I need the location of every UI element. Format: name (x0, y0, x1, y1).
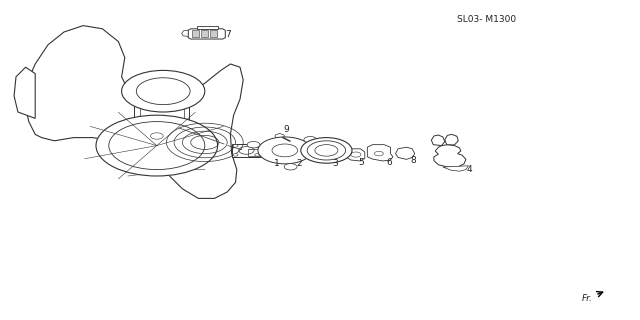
Circle shape (301, 138, 352, 163)
Text: Fr.: Fr. (582, 294, 593, 303)
Polygon shape (14, 67, 35, 118)
Circle shape (96, 115, 218, 176)
Circle shape (304, 137, 317, 143)
Polygon shape (248, 149, 274, 156)
Polygon shape (210, 30, 217, 37)
Circle shape (233, 145, 238, 147)
Text: 6: 6 (387, 158, 392, 167)
Polygon shape (445, 134, 458, 145)
Polygon shape (431, 135, 445, 146)
Text: 9: 9 (284, 125, 289, 134)
Polygon shape (367, 145, 393, 161)
Polygon shape (434, 145, 466, 167)
Polygon shape (134, 106, 189, 123)
Text: 4: 4 (467, 165, 472, 174)
Polygon shape (188, 29, 225, 39)
Polygon shape (197, 26, 218, 29)
Polygon shape (347, 149, 365, 161)
Circle shape (255, 145, 260, 147)
Polygon shape (192, 30, 199, 37)
Text: 5: 5 (358, 158, 364, 167)
Text: SL03- M1300: SL03- M1300 (457, 15, 516, 24)
Text: 8: 8 (410, 156, 415, 165)
Circle shape (258, 137, 312, 164)
Circle shape (284, 164, 297, 170)
Text: 7: 7 (225, 30, 230, 39)
Polygon shape (24, 26, 243, 198)
Polygon shape (396, 147, 415, 159)
Polygon shape (232, 144, 261, 157)
Polygon shape (443, 166, 468, 171)
Text: 3: 3 (333, 159, 338, 168)
Text: 1: 1 (274, 159, 279, 168)
Circle shape (247, 141, 260, 148)
Circle shape (255, 154, 260, 156)
Circle shape (122, 70, 205, 112)
Polygon shape (182, 30, 188, 36)
Polygon shape (201, 30, 208, 37)
Text: 2: 2 (297, 159, 302, 168)
Polygon shape (275, 133, 284, 139)
Circle shape (233, 154, 238, 156)
Circle shape (307, 141, 346, 160)
